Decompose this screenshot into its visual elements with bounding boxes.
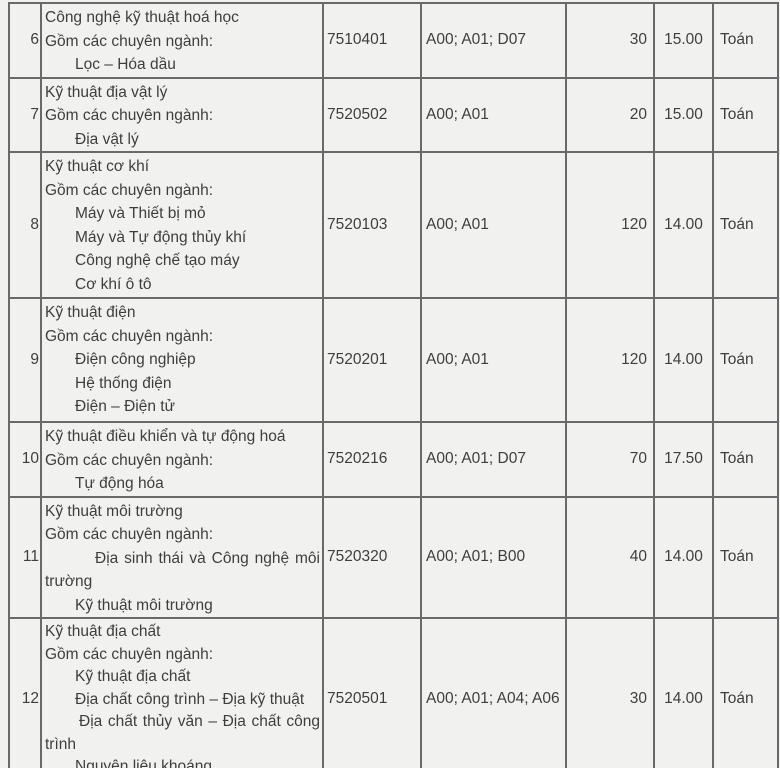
major-name-cell: Kỹ thuật cơ khí Gồm các chuyên ngành: Má… [40, 151, 324, 299]
exam-combos-cell: A00; A01; B00 [420, 495, 567, 619]
main-subject-cell: Toán [712, 151, 779, 299]
specialization-item: Máy và Tự động thủy khí [75, 228, 247, 246]
major-title: Kỹ thuật môi trường [45, 502, 183, 520]
row-number-cell: 7 [8, 76, 42, 153]
major-title: Kỹ thuật địa vật lý [45, 83, 168, 101]
quota-cell: 30 [565, 617, 655, 768]
row-number-cell: 6 [8, 2, 42, 79]
specialization-item: Điện – Điện tử [75, 398, 175, 415]
specialization-item: Địa sinh thái và Công nghệ môi trường [45, 549, 320, 591]
table-row: 9 Kỹ thuật điện Gồm các chuyên ngành: Đi… [8, 297, 779, 423]
specialization-item: Máy và Thiết bị mỏ [75, 205, 206, 222]
major-name-cell: Kỹ thuật điện Gồm các chuyên ngành: Điện… [40, 297, 324, 423]
quota-cell: 30 [565, 2, 655, 79]
major-name-cell: Kỹ thuật địa chất Gồm các chuyên ngành: … [40, 617, 324, 768]
specialization-item: Kỹ thuật địa chất [75, 668, 191, 685]
subgroup-label: Gồm các chuyên ngành: [45, 181, 214, 199]
major-title: Công nghệ kỹ thuật hoá học [45, 9, 239, 26]
specialization-item: Địa chất thủy văn – Địa chất công trình [45, 713, 320, 753]
major-title: Kỹ thuật cơ khí [45, 158, 150, 175]
major-name-cell: Kỹ thuật môi trường Gồm các chuyên ngành… [40, 495, 324, 619]
row-number-cell: 11 [8, 495, 42, 619]
subgroup-label: Gồm các chuyên ngành: [45, 451, 214, 469]
quota-cell: 120 [565, 297, 655, 423]
main-subject-cell: Toán [712, 421, 779, 498]
quota-cell: 120 [565, 151, 655, 299]
table-row: 6 Công nghệ kỹ thuật hoá học Gồm các chu… [8, 2, 779, 79]
quota-cell: 70 [565, 421, 655, 498]
major-code-cell: 7520501 [322, 617, 422, 768]
major-title: Kỹ thuật điện [45, 304, 136, 321]
specialization-item: Địa chất công trình – Địa kỹ thuật [75, 690, 305, 708]
table-row: 7 Kỹ thuật địa vật lý Gồm các chuyên ngà… [8, 76, 779, 153]
specialization-item: Kỹ thuật môi trường [75, 596, 213, 614]
main-subject-cell: Toán [712, 495, 779, 619]
score-cell: 14.00 [653, 495, 714, 619]
row-number-cell: 10 [8, 421, 42, 498]
major-code-cell: 7520103 [322, 151, 422, 299]
major-title: Kỹ thuật điều khiển và tự động hoá [45, 428, 286, 445]
major-name-cell: Kỹ thuật điều khiển và tự động hoá Gồm c… [40, 421, 324, 498]
table-row: 12 Kỹ thuật địa chất Gồm các chuyên ngàn… [8, 617, 779, 768]
row-number-cell: 12 [8, 617, 42, 768]
specialization-item: Tự động hóa [75, 475, 164, 492]
major-code-cell: 7520201 [322, 297, 422, 423]
score-cell: 14.00 [653, 297, 714, 423]
score-cell: 15.00 [653, 2, 714, 79]
score-cell: 14.00 [653, 151, 714, 299]
specialization-item: Hệ thống điện [75, 374, 172, 392]
table-row: 10 Kỹ thuật điều khiển và tự động hoá Gồ… [8, 421, 779, 498]
specialization-item: Địa vật lý [75, 130, 139, 148]
specialization-item: Công nghệ chế tạo máy [75, 252, 240, 269]
score-cell: 17.50 [653, 421, 714, 498]
major-code-cell: 7510401 [322, 2, 422, 79]
subgroup-label: Gồm các chuyên ngành: [45, 526, 214, 543]
major-title: Kỹ thuật địa chất [45, 623, 161, 640]
table-row: 8 Kỹ thuật cơ khí Gồm các chuyên ngành: … [8, 151, 779, 299]
exam-combos-cell: A00; A01; D07 [420, 2, 567, 79]
main-subject-cell: Toán [712, 76, 779, 153]
specialization-item: Lọc – Hóa dầu [75, 56, 176, 73]
subgroup-label: Gồm các chuyên ngành: [45, 327, 214, 345]
quota-cell: 40 [565, 495, 655, 619]
main-subject-cell: Toán [712, 297, 779, 423]
major-code-cell: 7520320 [322, 495, 422, 619]
quota-cell: 20 [565, 76, 655, 153]
specialization-item: Cơ khí ô tô [75, 275, 152, 293]
exam-combos-cell: A00; A01 [420, 151, 567, 299]
exam-combos-cell: A00; A01 [420, 297, 567, 423]
major-name-cell: Công nghệ kỹ thuật hoá học Gồm các chuyê… [40, 2, 324, 79]
score-cell: 15.00 [653, 76, 714, 153]
admissions-table: 6 Công nghệ kỹ thuật hoá học Gồm các chu… [8, 2, 779, 768]
row-number-cell: 9 [8, 297, 42, 423]
major-name-cell: Kỹ thuật địa vật lý Gồm các chuyên ngành… [40, 76, 324, 153]
main-subject-cell: Toán [712, 2, 779, 79]
subgroup-label: Gồm các chuyên ngành: [45, 645, 214, 663]
row-number-cell: 8 [8, 151, 42, 299]
exam-combos-cell: A00; A01 [420, 76, 567, 153]
major-code-cell: 7520216 [322, 421, 422, 498]
table-row: 11 Kỹ thuật môi trường Gồm các chuyên ng… [8, 495, 779, 619]
subgroup-label: Gồm các chuyên ngành: [45, 32, 214, 50]
specialization-item: Nguyên liệu khoáng [75, 758, 213, 768]
major-code-cell: 7520502 [322, 76, 422, 153]
specialization-item: Điện công nghiệp [75, 351, 196, 368]
exam-combos-cell: A00; A01; D07 [420, 421, 567, 498]
score-cell: 14.00 [653, 617, 714, 768]
main-subject-cell: Toán [712, 617, 779, 768]
exam-combos-cell: A00; A01; A04; A06 [420, 617, 567, 768]
subgroup-label: Gồm các chuyên ngành: [45, 107, 214, 124]
